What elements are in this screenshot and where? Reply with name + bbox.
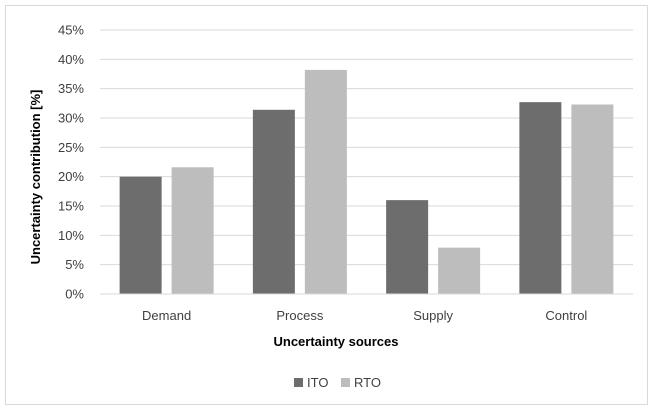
bar-ito-control (519, 102, 562, 294)
x-tick-label: Demand (142, 308, 191, 323)
x-axis-title: Uncertainty sources (274, 334, 399, 349)
bar-rto-control (571, 104, 614, 294)
x-tick-label: Process (276, 308, 323, 323)
y-tick-label: 0% (65, 287, 84, 302)
legend: ITO RTO (294, 375, 381, 390)
x-tick-label: Control (545, 308, 587, 323)
bar-rto-process (304, 69, 347, 294)
x-tick-label: Supply (413, 308, 453, 323)
bar-rto-supply (438, 247, 481, 294)
bar-ito-demand (119, 176, 162, 294)
bars (119, 69, 614, 294)
y-axis-ticks: 0% 5% 10% 15% 20% 25% 30% 35% 40% 45% (58, 23, 84, 302)
y-tick-label: 45% (58, 23, 84, 38)
x-axis-ticks: Demand Process Supply Control (142, 308, 587, 323)
y-tick-label: 20% (58, 169, 84, 184)
y-tick-label: 25% (58, 140, 84, 155)
bar-ito-supply (386, 200, 429, 294)
y-tick-label: 15% (58, 199, 84, 214)
legend-swatch-rto (341, 378, 350, 387)
y-tick-label: 35% (58, 81, 84, 96)
y-axis-title: Uncertainty contribution [%] (28, 90, 43, 265)
legend-swatch-ito (294, 378, 303, 387)
y-tick-label: 10% (58, 228, 84, 243)
bar-rto-demand (171, 167, 214, 294)
y-tick-label: 5% (65, 257, 84, 272)
y-tick-label: 40% (58, 52, 84, 67)
y-tick-label: 30% (58, 111, 84, 126)
bar-ito-process (252, 109, 295, 294)
legend-label-rto: RTO (354, 375, 381, 390)
legend-label-ito: ITO (307, 375, 328, 390)
